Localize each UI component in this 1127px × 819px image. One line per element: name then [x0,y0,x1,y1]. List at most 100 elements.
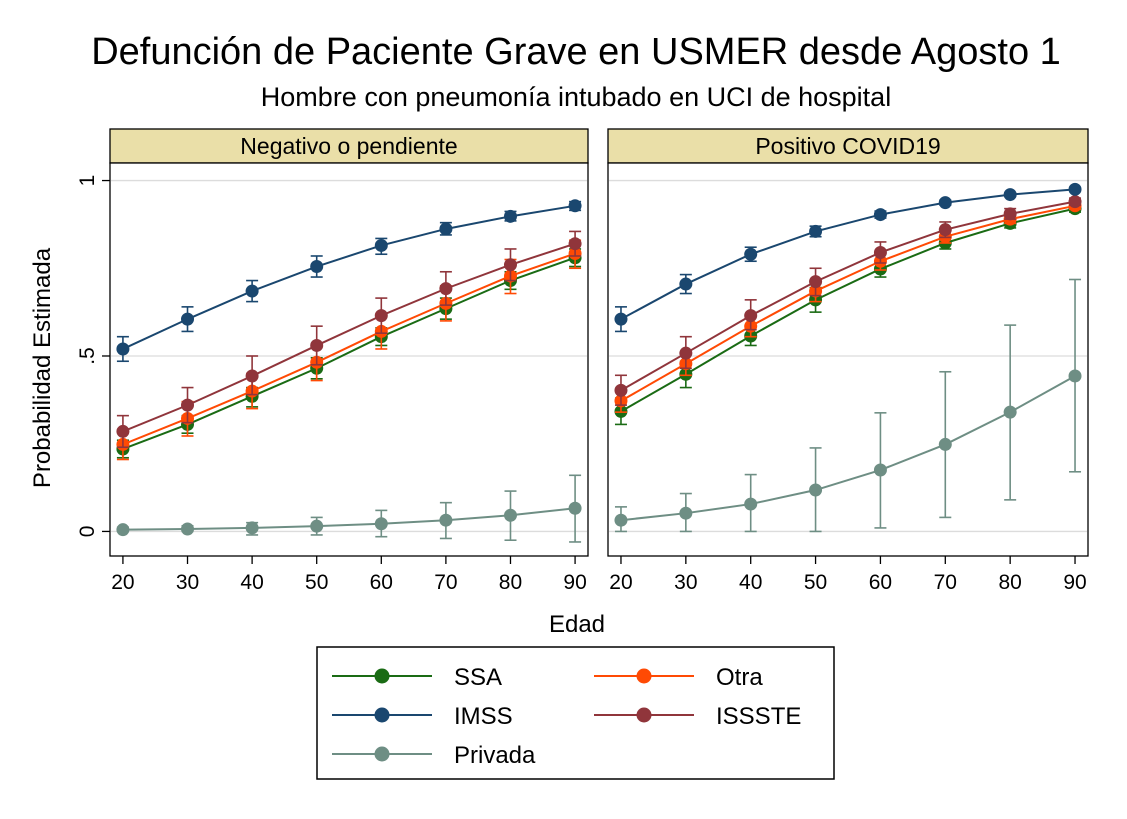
data-point [744,497,758,511]
series-line [122,252,576,446]
x-tick-label: 80 [499,571,522,594]
data-point [503,209,517,223]
data-point [374,309,388,323]
x-tick-label: 90 [1063,571,1086,594]
panel-2: Positivo COVID19 20 30 40 50 60 70 80 90 [607,128,1089,594]
data-point [503,258,517,272]
series-issste [116,230,582,449]
chart-title: Defunción de Paciente Grave en USMER des… [91,31,1061,73]
data-point [873,245,887,259]
series-privada [116,474,582,543]
chart-subtitle: Hombre con pneumonía intubado en UCI de … [261,82,891,112]
series-line [620,204,1076,402]
data-point [1068,369,1082,383]
data-point [679,346,693,360]
data-point [116,424,130,438]
plot-frame [109,162,589,557]
data-point [679,506,693,520]
legend-label: Otra [716,664,763,691]
x-tick-label: 20 [111,571,134,594]
x-tick-label: 40 [240,571,263,594]
y-axis-title: Probabilidad Estimada [29,247,56,488]
data-point [439,222,453,236]
data-point [245,521,259,535]
data-point [568,237,582,251]
data-point [614,513,628,527]
series-imss [614,182,1082,333]
data-point [744,247,758,261]
panel-strip [109,128,589,164]
data-point [181,398,195,412]
x-tick-label: 30 [674,571,697,594]
legend-swatch-marker [374,746,390,762]
data-point [809,483,823,497]
panel-strip-label: Negativo o pendiente [240,133,457,159]
data-point [116,342,130,356]
y-tick-label: .5 [76,347,99,365]
data-point [873,463,887,477]
legend-label: ISSSTE [716,703,801,730]
data-point [310,519,324,533]
series-line [620,375,1076,522]
data-point [809,275,823,289]
x-axis-title: Edad [549,611,605,638]
legend-label: IMSS [454,703,513,730]
series-line [122,204,576,350]
x-tick-label: 20 [609,571,632,594]
panel-strip-label: Positivo COVID19 [755,133,940,159]
data-point [938,437,952,451]
legend-item-privada: Privada [332,742,536,769]
x-tick-label: 50 [305,571,328,594]
data-point [938,223,952,237]
series-line [620,188,1076,321]
legend-box [316,646,835,780]
panel-1: Negativo o pendiente 0 .5 1 20 30 40 50 60 70 80 90 [76,128,589,594]
data-point [1003,405,1017,419]
data-point [568,199,582,213]
data-point [374,238,388,252]
data-point [245,284,259,298]
legend-item-otra: Otra [594,664,763,691]
x-tick-label: 50 [804,571,827,594]
legend-item-issste: ISSSTE [594,703,801,730]
data-point [1003,207,1017,221]
series-line [122,507,576,531]
data-point [1068,182,1082,196]
data-point [245,369,259,383]
series-line [620,207,1076,413]
legend-label: SSA [454,664,502,691]
data-point [614,383,628,397]
legend-swatch-marker [636,668,652,684]
x-tick-label: 60 [370,571,393,594]
data-point [568,501,582,515]
data-point [181,312,195,326]
legend-item-ssa: SSA [332,664,502,691]
legend-item-imss: IMSS [332,703,513,730]
x-tick-label: 80 [998,571,1021,594]
x-tick-label: 30 [176,571,199,594]
x-tick-label: 60 [869,571,892,594]
data-point [809,224,823,238]
data-point [503,508,517,522]
y-tick-label: 1 [76,175,99,187]
data-point [1068,195,1082,209]
x-tick-label: 90 [563,571,586,594]
series-privada [614,278,1082,533]
data-point [310,338,324,352]
data-point [181,522,195,536]
series-line [620,200,1076,392]
legend-swatch-marker [636,707,652,723]
data-point [1003,188,1017,202]
y-tick-label: 0 [76,526,99,538]
series-issste [614,195,1082,406]
data-point [374,517,388,531]
data-point [938,196,952,210]
series-line [122,256,576,450]
legend-swatch-marker [374,668,390,684]
x-tick-label: 40 [739,571,762,594]
data-point [614,312,628,326]
series-line [122,242,576,433]
data-point [873,208,887,222]
x-tick-label: 70 [934,571,957,594]
